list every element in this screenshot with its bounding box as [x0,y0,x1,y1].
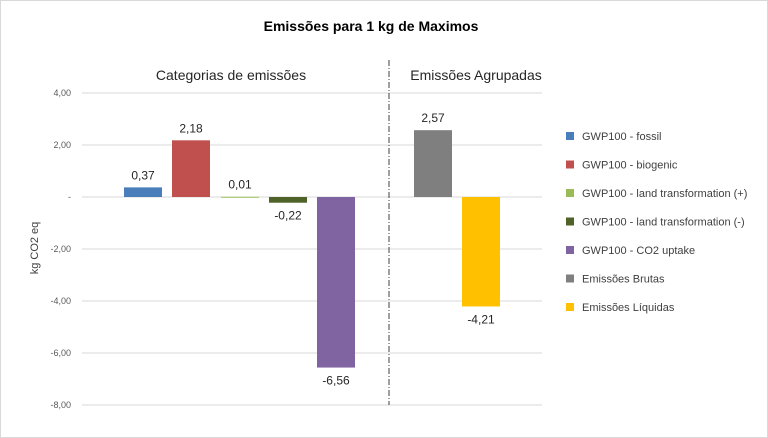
data-label: -6,56 [322,374,350,388]
y-tick-label: 4,00 [53,88,71,98]
legend-entry: GWP100 - land transformation (+) [582,188,747,200]
data-labels: 0,37 2,18 0,01 -0,22 -6,56 2,57 -4,21 [131,111,495,387]
legend: GWP100 - fossil GWP100 - biogenic GWP100 -… [566,131,747,314]
chart-title: Emissões para 1 kg de Maximos [264,18,479,34]
bars [124,130,500,368]
y-tick-label: -2,00 [50,244,71,254]
legend-swatch [566,160,574,169]
data-label: 2,18 [179,121,203,135]
data-label: 0,01 [228,178,252,192]
group-label-categories: Categorias de emissões [156,67,306,83]
data-label: -0,22 [274,209,302,223]
y-tick-label: -8,00 [50,400,71,410]
legend-entry: GWP100 - land transformation (-) [582,217,745,229]
legend-swatch [566,189,574,197]
legend-entry: Emissões Líquidas [582,302,675,314]
legend-entry: GWP100 - CO2 uptake [582,245,695,257]
data-label: 0,37 [131,168,155,182]
y-axis-label: kg CO2 eq [29,222,41,275]
data-label: -4,21 [467,312,495,326]
y-axis-ticks: 4,00 2,00 - -2,00 -4,00 -6,00 -8,00 [50,88,71,410]
bar-6 [414,130,452,197]
bar-2 [172,140,210,197]
y-tick-label: - [68,192,71,202]
legend-entry: Emissões Brutas [582,274,665,286]
y-tick-label: -6,00 [50,348,71,358]
bar-7 [462,197,500,307]
bar-3 [221,196,259,198]
legend-entry: GWP100 - fossil [582,131,661,143]
legend-swatch [566,303,574,311]
bar-5 [317,197,355,368]
legend-entry: GWP100 - biogenic [582,160,678,172]
y-tick-label: 2,00 [53,140,71,150]
y-tick-label: -4,00 [50,296,71,306]
bar-1 [124,187,162,197]
group-label-grouped: Emissões Agrupadas [410,67,542,83]
bar-4 [269,197,307,203]
data-label: 2,57 [421,111,445,125]
legend-swatch [566,274,574,283]
legend-swatch [566,246,574,254]
legend-swatch [566,132,574,140]
legend-swatch [566,217,574,226]
grid-lines [82,92,542,406]
